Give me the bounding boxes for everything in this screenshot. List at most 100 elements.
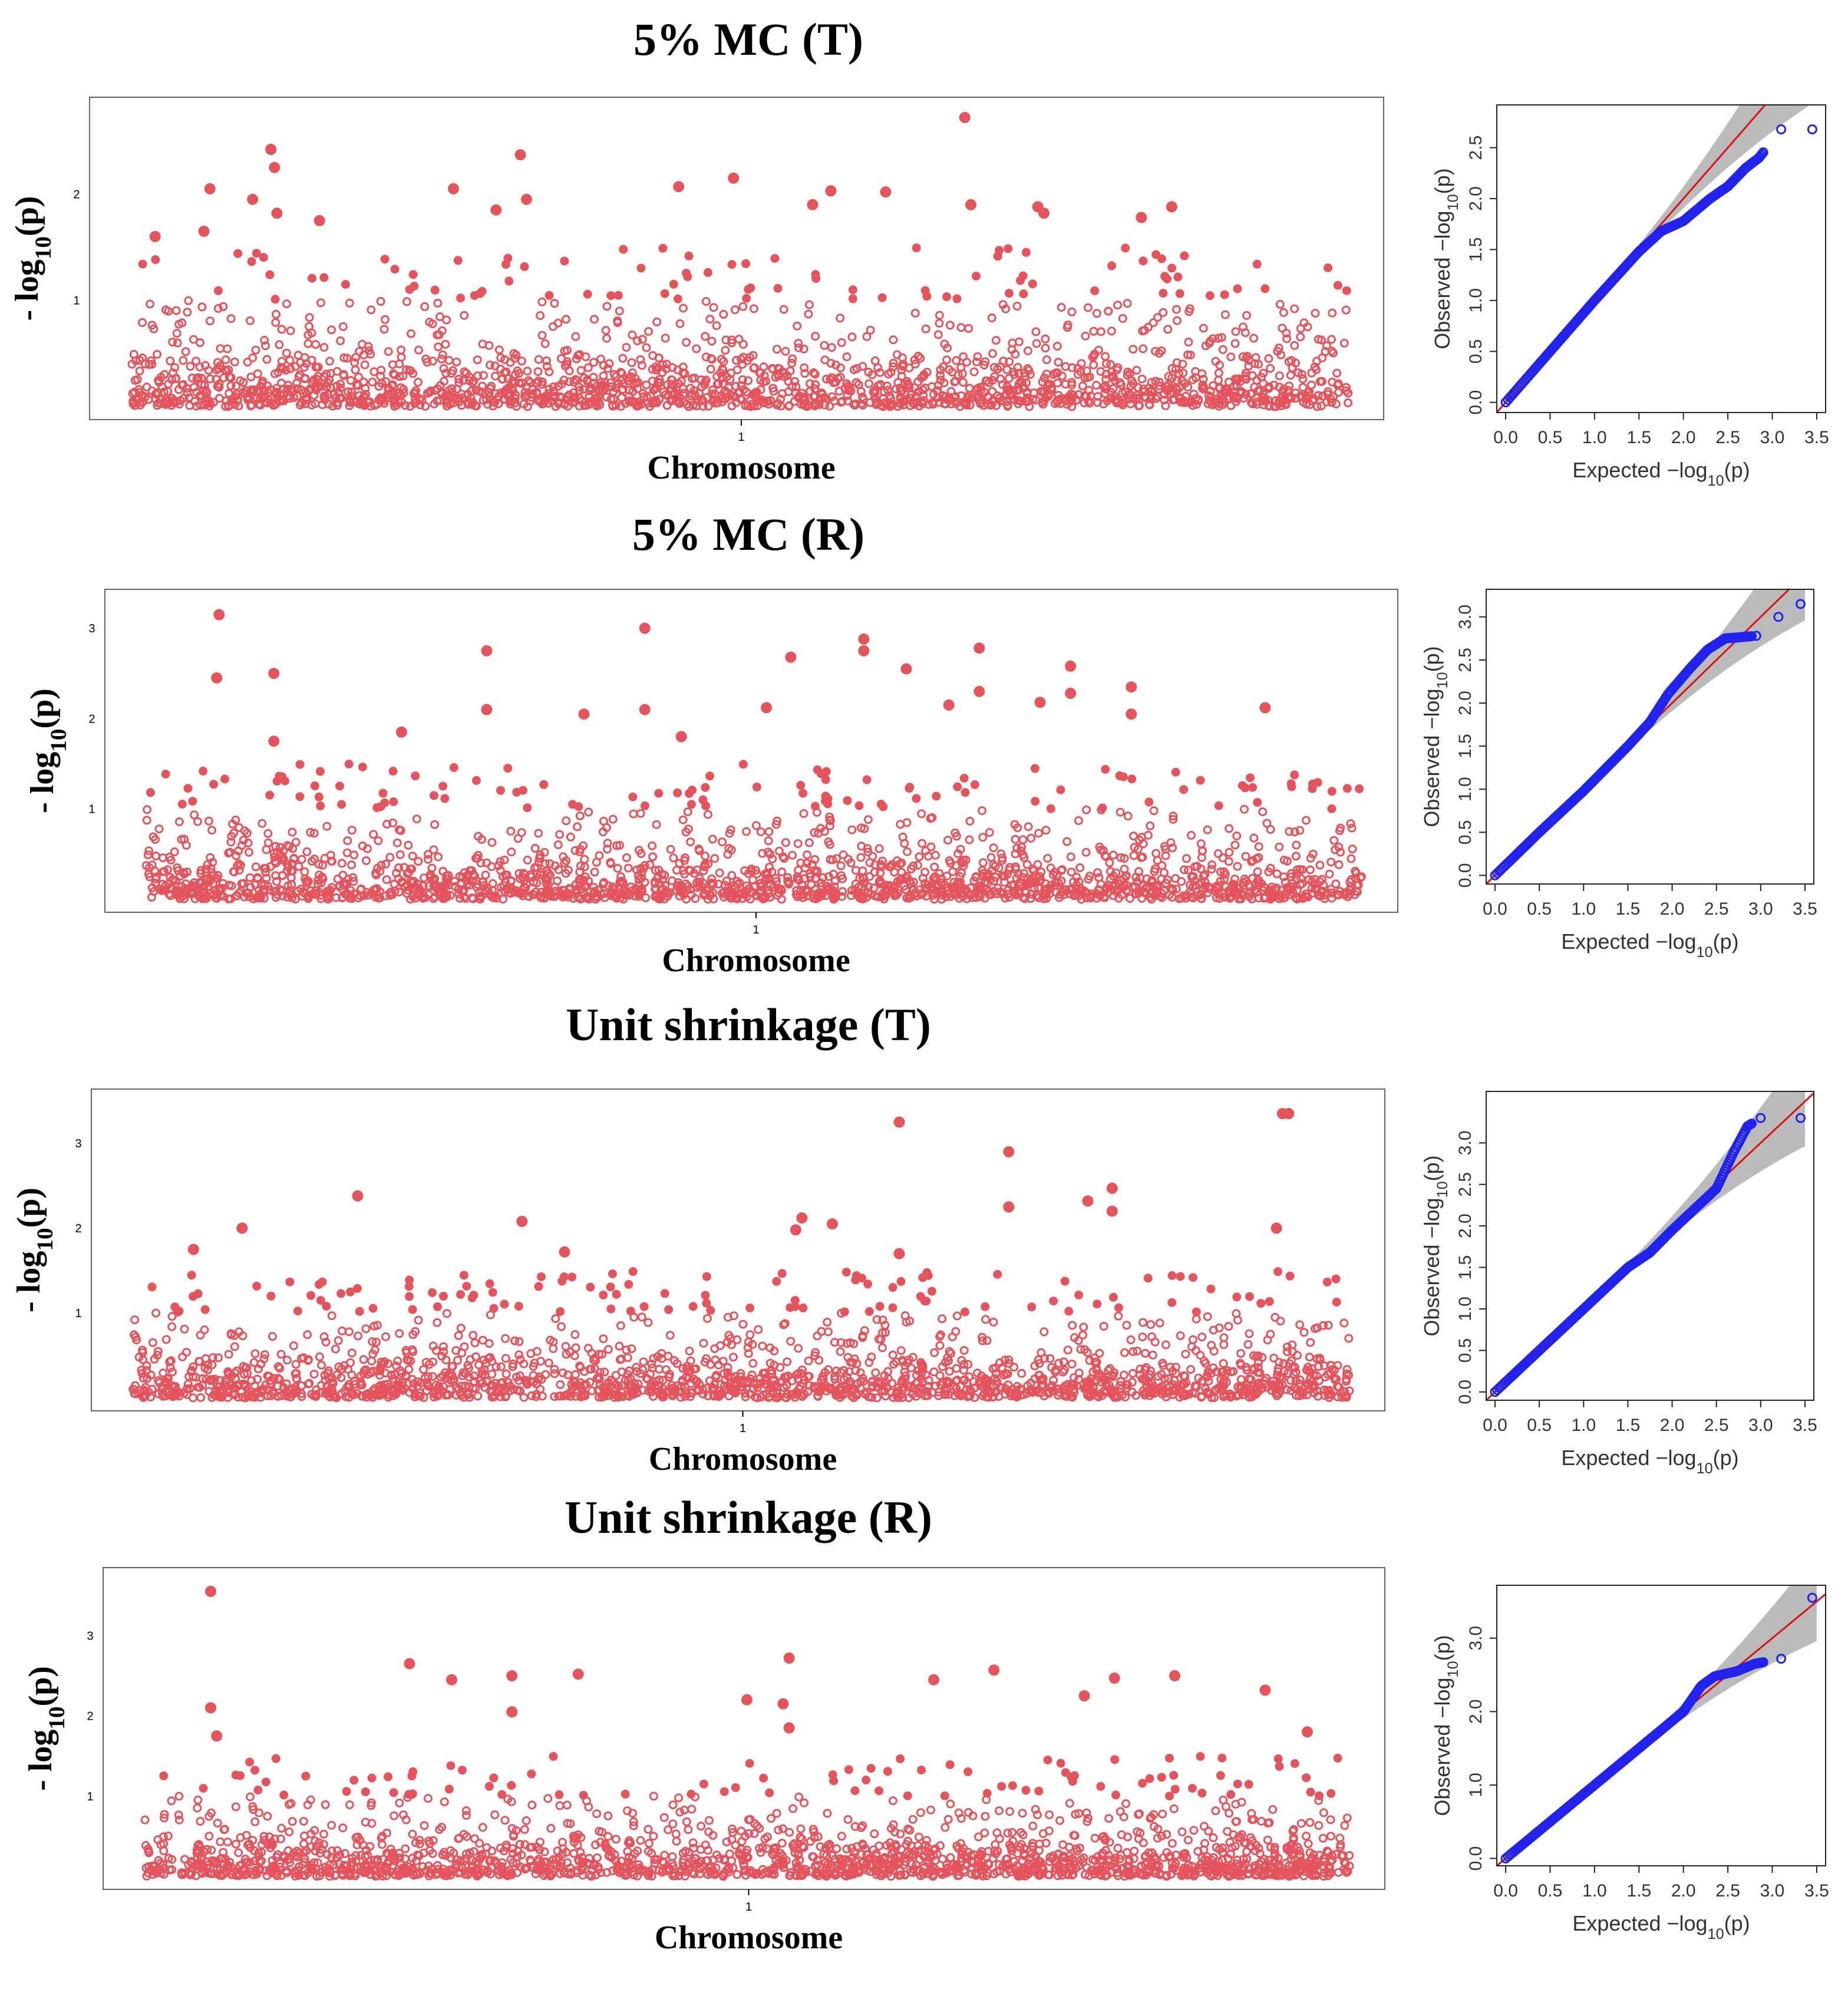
snp-point	[537, 331, 547, 340]
top-hit-point	[974, 642, 985, 654]
snp-point	[484, 388, 494, 397]
snp-point	[1063, 1345, 1072, 1355]
snp-point	[1322, 341, 1331, 351]
qq-x-tick-label: 1.5	[1616, 899, 1641, 919]
snp-point	[1184, 337, 1193, 347]
snp-point	[1101, 381, 1110, 390]
snp-point	[378, 789, 388, 798]
snp-point	[275, 340, 284, 349]
snp-point	[220, 774, 229, 784]
snp-point	[288, 827, 297, 837]
snp-point	[821, 791, 830, 801]
snp-point	[1077, 359, 1086, 368]
snp-point	[1242, 311, 1251, 320]
snp-point	[1046, 384, 1055, 393]
snp-point	[738, 1320, 748, 1329]
snp-point	[523, 402, 532, 411]
snp-point	[874, 844, 884, 853]
snp-point	[434, 852, 443, 862]
snp-point	[571, 332, 580, 341]
snp-point	[580, 401, 589, 410]
qq-x-tick-label: 0.5	[1538, 428, 1563, 447]
snp-point	[166, 356, 175, 365]
snp-point	[1066, 852, 1075, 862]
snp-point	[560, 256, 569, 266]
snp-point	[472, 776, 481, 785]
snp-point	[1118, 314, 1127, 323]
snp-point	[381, 859, 391, 869]
snp-point	[1189, 390, 1199, 399]
top-hit-point	[974, 685, 985, 697]
top-hit-point	[673, 181, 685, 193]
snp-point	[915, 852, 924, 862]
snp-point	[910, 359, 920, 369]
qq-x-tick-label: 3.0	[1748, 899, 1773, 919]
snp-point	[1286, 779, 1296, 789]
top-hit-point	[1166, 201, 1177, 213]
confidence-band	[1495, 589, 1805, 876]
snp-point	[1344, 398, 1353, 407]
snp-point	[637, 361, 646, 370]
snp-point	[335, 781, 344, 791]
snp-point	[864, 367, 873, 377]
snp-point	[286, 326, 295, 335]
snp-point	[1173, 316, 1182, 325]
snp-point	[486, 384, 495, 393]
snp-point	[952, 356, 961, 365]
qq-x-axis-label: Expected −log10(p)	[1572, 458, 1750, 489]
snp-point	[332, 381, 342, 391]
snp-point	[441, 339, 450, 349]
snp-point	[1218, 853, 1227, 863]
snp-point	[856, 853, 866, 862]
snp-point	[405, 285, 414, 294]
snp-point	[1107, 326, 1116, 336]
snp-point	[652, 317, 662, 326]
snp-point	[319, 342, 329, 352]
snp-point	[1024, 822, 1033, 832]
snp-point	[1171, 767, 1180, 777]
snp-point	[344, 387, 353, 397]
snp-point	[151, 255, 160, 265]
snp-point	[825, 401, 834, 411]
snp-point	[922, 292, 932, 301]
snp-point	[167, 1312, 177, 1321]
snp-point	[718, 394, 728, 403]
snp-point	[590, 867, 599, 877]
snp-point	[848, 285, 857, 295]
snp-point	[138, 259, 147, 269]
snp-point	[271, 318, 280, 327]
snp-point	[1247, 398, 1256, 407]
snp-point	[213, 382, 222, 391]
top-hit-point	[198, 225, 210, 237]
snp-point	[715, 868, 724, 878]
snp-point	[619, 245, 628, 254]
snp-point	[221, 355, 230, 364]
snp-point	[824, 1327, 833, 1337]
snp-point	[758, 1341, 767, 1351]
top-hit-point	[269, 161, 280, 173]
top-hit-point	[880, 186, 892, 198]
snp-point	[796, 781, 806, 790]
snp-point	[999, 397, 1008, 405]
snp-point	[187, 373, 197, 382]
snp-point	[973, 352, 982, 361]
snp-point	[283, 381, 293, 390]
snp-point	[927, 382, 936, 391]
snp-point	[562, 315, 571, 324]
snp-point	[952, 1364, 961, 1373]
snp-point	[168, 337, 177, 347]
snp-point	[972, 357, 981, 367]
snp-point	[384, 347, 393, 356]
qq-y-tick-label: 1.5	[1456, 734, 1475, 758]
top-hit-point	[1065, 660, 1077, 672]
snp-point	[1266, 825, 1275, 834]
snp-point	[811, 270, 820, 279]
snp-point	[341, 280, 350, 289]
snp-point	[251, 862, 260, 872]
snp-point	[910, 308, 920, 318]
snp-point	[550, 299, 559, 308]
snp-point	[629, 809, 638, 819]
top-hit-point	[675, 731, 687, 743]
snp-point	[333, 875, 342, 883]
